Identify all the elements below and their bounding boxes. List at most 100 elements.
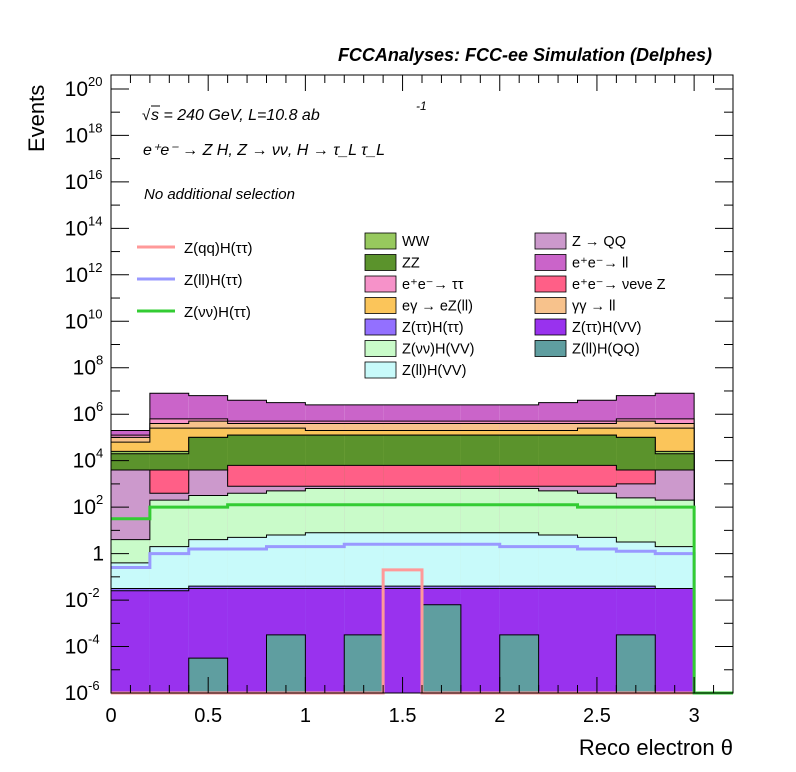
stack-outline: [111, 469, 733, 694]
stack-bar: [577, 588, 617, 693]
legend-label: eγ → eZ(ll): [402, 299, 473, 315]
y-tick-label: 10: [73, 403, 96, 426]
y-tick-label: 10: [65, 78, 88, 101]
legend-label: Z(ll)H(ττ): [184, 272, 243, 289]
stack-outline: [111, 392, 733, 694]
legend-label: Z(νν)H(VV): [402, 342, 475, 358]
legend-label: WW: [402, 234, 430, 250]
y-tick-label: 1: [92, 543, 104, 566]
x-axis-label: Reco electron θ: [579, 735, 733, 760]
y-tick-label: 10: [65, 636, 88, 659]
legend-swatch-z-h-vv: [364, 340, 397, 357]
stack-bar: [383, 588, 422, 693]
legend-swatch-e-e-ll: [534, 254, 567, 271]
stack-outline: [111, 488, 733, 694]
stack-bar: [616, 634, 656, 693]
stack-bar: [149, 590, 189, 693]
legend-signals: Z(qq)H(ττ) Z(ll)H(ττ) Z(νν)H(ττ): [137, 240, 253, 321]
stack-outline: [111, 418, 733, 694]
legend-label: e⁺e⁻→ ll: [572, 256, 628, 272]
x-tick-label: 2.5: [583, 705, 611, 727]
legend-swatch-z-h-vv: [534, 318, 567, 336]
stack-bar: [266, 634, 306, 693]
legend-swatch-z-h: [364, 318, 397, 336]
legend-swatch-e-e: [364, 275, 397, 293]
legend-label: e⁺e⁻→ νeνe Z: [572, 277, 666, 293]
legend-swatch-zz: [364, 254, 397, 271]
legend-label: e⁺e⁻→ ττ: [402, 277, 464, 293]
y-tick-exponent: 16: [88, 167, 102, 182]
legend-label: γγ → ll: [572, 299, 616, 315]
stack-bar: [655, 588, 695, 693]
y-tick-exponent: 14: [88, 213, 102, 228]
signal-line-z-h: [111, 503, 733, 695]
y-tick-label: 10: [65, 310, 88, 333]
y-tick-label: 10: [65, 589, 88, 612]
y-tick-exponent: -4: [88, 632, 100, 647]
y-tick-exponent: 12: [88, 260, 102, 275]
y-tick-label: 10: [73, 496, 96, 519]
legend-label: Z(qq)H(ττ): [184, 240, 253, 257]
annotation-process: e⁺e⁻ → Z H, Z → νν, H → τ_L τ_L: [143, 142, 385, 159]
legend-swatch-z-ll-h-vv: [364, 361, 397, 379]
y-tick-exponent: 18: [88, 120, 102, 135]
y-tick-label: 10: [65, 171, 88, 194]
x-tick-label: 1: [300, 705, 311, 727]
y-tick-label: 10: [65, 217, 88, 240]
legend-label: Z(ττ)H(ττ): [402, 320, 464, 336]
legend-swatch-ll: [534, 297, 567, 314]
y-tick-exponent: 2: [96, 492, 103, 507]
stack-bar: [538, 588, 578, 693]
y-tick-exponent: -6: [88, 678, 100, 693]
legend-swatch-ww: [364, 232, 397, 250]
annotation-energy-lumi: s = 240 GeV, L=10.8 ab: [151, 107, 320, 124]
legend-swatch-e-e-e-e-z: [534, 275, 567, 293]
annotation-block: √ s = 240 GeV, L=10.8 ab -1 e⁺e⁻ → Z H, …: [142, 99, 427, 203]
y-tick-exponent: 6: [96, 399, 103, 414]
stack-z-ll-h-qq: [111, 604, 733, 694]
x-tick-label: 0: [105, 705, 116, 727]
stack-bar: [227, 588, 267, 693]
y-tick-label: 10: [73, 357, 96, 380]
legend-label: Z(ττ)H(VV): [572, 320, 641, 336]
legend-label: ZZ: [402, 256, 420, 272]
legend-swatch-z-qq: [534, 232, 567, 250]
legend-label: Z(νν)H(ττ): [184, 304, 251, 321]
y-tick-label: 10: [65, 264, 88, 287]
legend-swatch-z-ll-h-qq: [534, 340, 567, 357]
stack-bar: [305, 588, 345, 693]
y-tick-label: 10: [65, 124, 88, 147]
legend-label: Z(ll)H(VV): [402, 363, 466, 379]
legend-label: Z → QQ: [572, 234, 626, 250]
annotation-lumi-unit: -1: [416, 99, 427, 113]
annotation-selection: No additional selection: [144, 186, 295, 203]
chart-title: FCCAnalyses: FCC-ee Simulation (Delphes): [338, 45, 712, 65]
y-tick-label: 10: [73, 450, 96, 473]
stack-outline: [111, 434, 733, 694]
x-tick-label: 1.5: [389, 705, 417, 727]
stack-outline: [111, 464, 733, 694]
y-axis-label: Events: [24, 85, 49, 152]
stack-bar: [499, 634, 539, 693]
legend-backgrounds: WW ZZ e⁺e⁻→ ττ eγ → eZ(ll) Z(ττ)H(ττ) Z(νν)H(…: [364, 232, 666, 379]
x-tick-label: 0.5: [194, 705, 222, 727]
y-tick-exponent: 4: [96, 446, 103, 461]
x-tick-label: 3: [689, 705, 700, 727]
signal-line-z-ll-h: [111, 542, 733, 695]
sqrt-symbol: √: [142, 107, 151, 124]
stack-outline: [111, 532, 733, 694]
y-tick-exponent: 8: [96, 353, 103, 368]
stack-bar: [422, 604, 461, 693]
y-tick-exponent: -2: [88, 585, 100, 600]
stack-bar: [344, 634, 384, 693]
stack-bar: [111, 590, 150, 693]
legend-swatch-e-ez-ll: [364, 297, 397, 314]
legend-label: Z(ll)H(QQ): [572, 342, 640, 358]
y-tick-exponent: 10: [88, 306, 102, 321]
stack-outline: [111, 427, 733, 694]
stacked-histogram: [111, 392, 733, 694]
y-tick-exponent: 20: [88, 74, 102, 89]
